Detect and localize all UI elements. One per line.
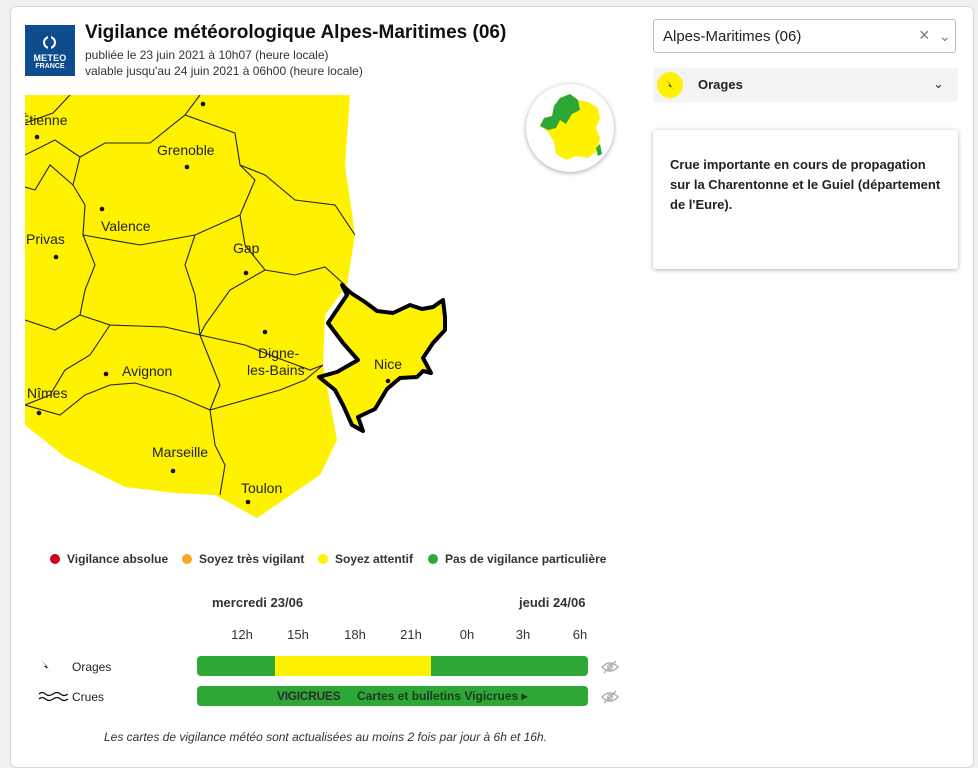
legend-label: Pas de vigilance particulière bbox=[445, 552, 607, 566]
city-label: Digne- bbox=[258, 345, 300, 361]
vigicrues-brand: VIGICRUES bbox=[277, 689, 341, 703]
crues-timeline-bar[interactable]: VIGICRUES Cartes et bulletins Vigicrues … bbox=[197, 686, 588, 706]
waves-icon bbox=[38, 689, 69, 705]
city-label: les-Bains bbox=[247, 362, 305, 378]
legend-item: Vigilance absolue bbox=[50, 552, 168, 566]
vigicrues-link[interactable]: Cartes et bulletins Vigicrues ▸ bbox=[357, 689, 528, 703]
city-label: Marseille bbox=[152, 444, 208, 460]
city-label: Privas bbox=[26, 231, 65, 247]
city-label: Valence bbox=[101, 218, 151, 234]
hour-label: 18h bbox=[344, 627, 366, 642]
hour-label: 0h bbox=[459, 627, 475, 642]
legend-label: Vigilance absolue bbox=[67, 552, 169, 566]
city-label: Nice bbox=[374, 356, 402, 372]
phenomenon-accordion[interactable]: Orages ⌄ bbox=[653, 68, 958, 102]
row-label-crues: Crues bbox=[72, 690, 105, 704]
hour-label: 3h bbox=[515, 627, 531, 642]
bulletin-card: Crue importante en cours de propagation … bbox=[653, 130, 958, 269]
logo-line1: METEO bbox=[33, 53, 67, 63]
alpes-maritimes-outline[interactable] bbox=[317, 283, 447, 433]
orange-dot-icon bbox=[182, 554, 192, 564]
day-label: mercredi 23/06 bbox=[212, 595, 304, 610]
hour-label: 12h bbox=[231, 627, 253, 642]
city-label: Grenoble bbox=[157, 142, 215, 158]
hide-eye-icon[interactable] bbox=[601, 660, 619, 674]
valid-until-date: valable jusqu'au 24 juin 2021 à 06h00 (h… bbox=[85, 64, 363, 78]
city-label: Toulon bbox=[241, 480, 282, 496]
city-label: Avignon bbox=[122, 363, 172, 379]
city-label: Nîmes bbox=[27, 385, 67, 401]
france-shape-icon bbox=[540, 94, 602, 160]
clear-icon[interactable]: × bbox=[919, 25, 930, 45]
green-dot-icon bbox=[428, 554, 438, 564]
chevron-down-icon[interactable]: ⌄ bbox=[939, 28, 951, 44]
map-land bbox=[25, 95, 355, 518]
yellow-dot-icon bbox=[318, 554, 328, 564]
lightning-badge-icon bbox=[657, 72, 683, 98]
legend-label: Soyez très vigilant bbox=[199, 552, 305, 566]
hour-label: 6h bbox=[572, 627, 588, 642]
legend-item: Soyez attentif bbox=[318, 552, 413, 566]
meteo-france-logo: METEO FRANCE bbox=[25, 25, 75, 76]
hour-label: 21h bbox=[400, 627, 422, 642]
orages-timeline-bar[interactable] bbox=[197, 656, 588, 676]
published-date: publiée le 23 juin 2021 à 10h07 (heure l… bbox=[85, 48, 329, 62]
vigilance-map[interactable]: Étienne Grenoble Valence Privas Gap Nice… bbox=[25, 95, 450, 520]
department-select-value: Alpes-Maritimes (06) bbox=[663, 28, 802, 45]
red-dot-icon bbox=[50, 554, 60, 564]
legend-label: Soyez attentif bbox=[335, 552, 414, 566]
page-title: Vigilance météorologique Alpes-Maritimes… bbox=[85, 22, 507, 43]
yellow-period[interactable] bbox=[275, 656, 431, 676]
day-label: jeudi 24/06 bbox=[519, 595, 586, 610]
lightning-icon bbox=[38, 658, 54, 677]
dept-borders bbox=[25, 95, 355, 496]
phenomenon-label: Orages bbox=[698, 77, 743, 92]
bulletin-text: Crue importante en cours de propagation … bbox=[670, 157, 941, 212]
chevron-down-icon[interactable]: ⌄ bbox=[933, 76, 944, 91]
city-label: Gap bbox=[233, 240, 260, 256]
logo-glyph-icon bbox=[43, 36, 56, 49]
legend-item: Pas de vigilance particulière bbox=[428, 552, 606, 566]
hide-eye-icon[interactable] bbox=[601, 690, 619, 704]
logo-line2: FRANCE bbox=[35, 63, 65, 70]
department-select[interactable]: Alpes-Maritimes (06) × ⌄ bbox=[653, 19, 956, 53]
france-overview-map[interactable] bbox=[526, 84, 614, 172]
legend-item: Soyez très vigilant bbox=[182, 552, 304, 566]
row-label-orages: Orages bbox=[72, 660, 112, 674]
update-footnote: Les cartes de vigilance météo sont actua… bbox=[104, 730, 547, 744]
hour-label: 15h bbox=[287, 627, 309, 642]
city-label: Étienne bbox=[25, 112, 68, 128]
